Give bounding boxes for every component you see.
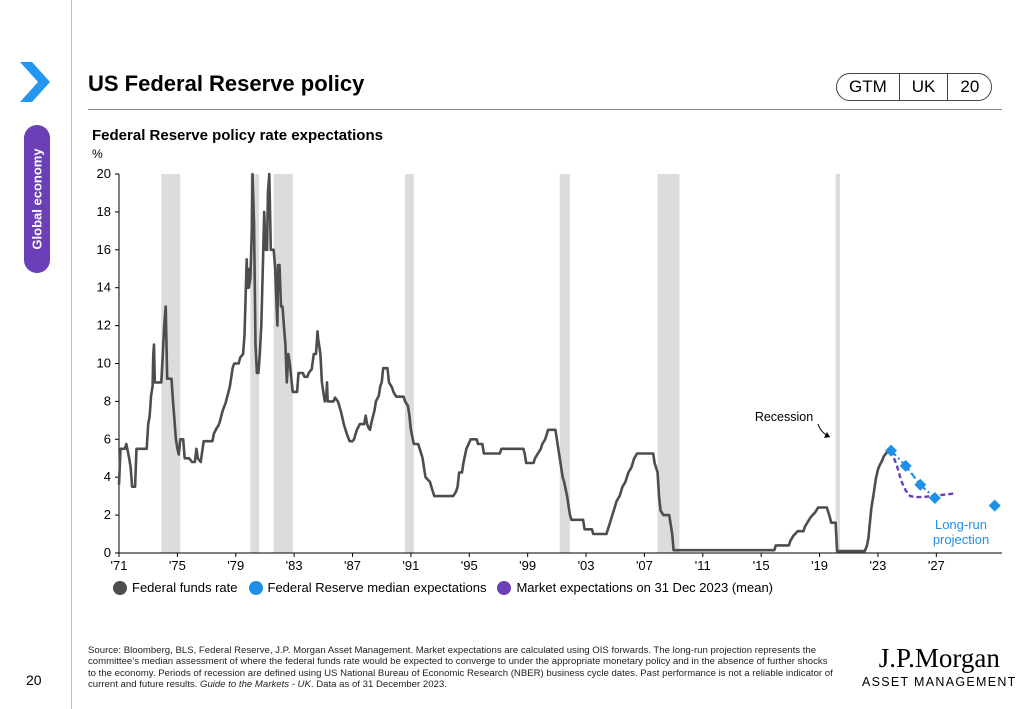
recession-band [405, 174, 414, 553]
legend-swatch [113, 580, 127, 595]
y-tick-label: 8 [104, 393, 111, 408]
jpmorgan-logo: J.P.Morgan ASSET MANAGEMENT [862, 643, 1017, 689]
footnote-tail: . Data as of 31 December 2023. [310, 678, 447, 690]
footnote-text: Source: Bloomberg, BLS, Federal Reserve,… [88, 645, 833, 690]
legend-item-fed-funds: Federal funds rate [113, 580, 238, 595]
y-tick-label: 10 [97, 356, 111, 371]
chart-title: Federal Reserve policy rate expectations [92, 127, 383, 144]
legend-swatch [497, 580, 512, 595]
x-tick-label: '07 [636, 558, 653, 573]
recession-band [657, 174, 680, 553]
x-tick-label: '75 [169, 558, 186, 573]
y-tick-label: 14 [97, 280, 111, 295]
x-tick-label: '19 [811, 558, 828, 573]
long-run-projection-label: Long-run [935, 517, 987, 532]
legend-item-fed-median: Federal Reserve median expectations [248, 580, 487, 595]
recession-band [835, 174, 840, 553]
x-tick-label: '71 [111, 558, 128, 573]
x-tick-label: '91 [402, 558, 419, 573]
x-tick-label: '11 [695, 558, 711, 573]
recession-band [250, 174, 260, 553]
x-tick-label: '87 [344, 558, 361, 573]
y-tick-label: 16 [97, 242, 111, 257]
fed-median-point [914, 478, 927, 491]
fed-funds-rate-line [117, 172, 892, 553]
badge-page: 20 [947, 74, 991, 100]
logo-wordmark: J.P.Morgan [878, 643, 1000, 673]
badge-gtm: GTM [849, 77, 887, 96]
y-tick-label: 12 [97, 318, 111, 333]
recession-annotation: Recession [755, 410, 813, 424]
chevron-right-icon [20, 62, 50, 102]
market-expectations-line [889, 450, 956, 499]
legend-label: Market expectations on 31 Dec 2023 (mean… [516, 580, 773, 595]
source-footnote: Source: Bloomberg, BLS, Federal Reserve,… [88, 645, 833, 690]
y-tick-label: 0 [104, 545, 111, 560]
y-tick-label: 6 [104, 431, 111, 446]
footnote-guide: Guide to the Markets - UK [199, 678, 311, 690]
recession-band [559, 174, 570, 553]
x-tick-label: '27 [928, 558, 945, 573]
legend-label: Federal Reserve median expectations [267, 580, 487, 595]
legend-swatch [248, 580, 263, 595]
x-tick-label: '95 [461, 558, 478, 573]
long-run-projection-label: projection [933, 532, 989, 547]
left-divider [71, 0, 72, 709]
fed-median-point [899, 459, 912, 472]
fed-median-point [885, 444, 898, 457]
fed-median-point [928, 492, 941, 505]
x-tick-label: '23 [869, 558, 886, 573]
y-axis-unit: % [92, 147, 103, 161]
fed-median-line [890, 449, 936, 499]
legend-item-market: Market expectations on 31 Dec 2023 (mean… [497, 580, 773, 595]
y-tick-label: 20 [97, 166, 111, 181]
recession-band [161, 174, 181, 553]
x-tick-label: '99 [519, 558, 536, 573]
x-tick-label: '83 [286, 558, 303, 573]
legend-label: Federal funds rate [132, 580, 238, 595]
page-title: US Federal Reserve policy [88, 71, 365, 96]
x-tick-label: '79 [227, 558, 244, 573]
long-run-projection-point [988, 499, 1001, 512]
title-divider [88, 109, 1002, 110]
recession-arrowhead [824, 432, 830, 438]
y-tick-label: 4 [104, 469, 111, 484]
y-tick-label: 2 [104, 507, 111, 522]
x-tick-label: '15 [753, 558, 770, 573]
gtm-badge: GTM UK 20 [836, 73, 993, 101]
legend: Federal funds rate Federal Reserve media… [113, 580, 784, 595]
page-number: 20 [26, 672, 42, 688]
logo-subline: ASSET MANAGEMENT [862, 675, 1017, 689]
badge-region: UK [898, 74, 948, 100]
y-tick-label: 18 [97, 204, 111, 219]
section-tab[interactable]: Global economy [24, 125, 50, 273]
x-tick-label: '03 [578, 558, 595, 573]
